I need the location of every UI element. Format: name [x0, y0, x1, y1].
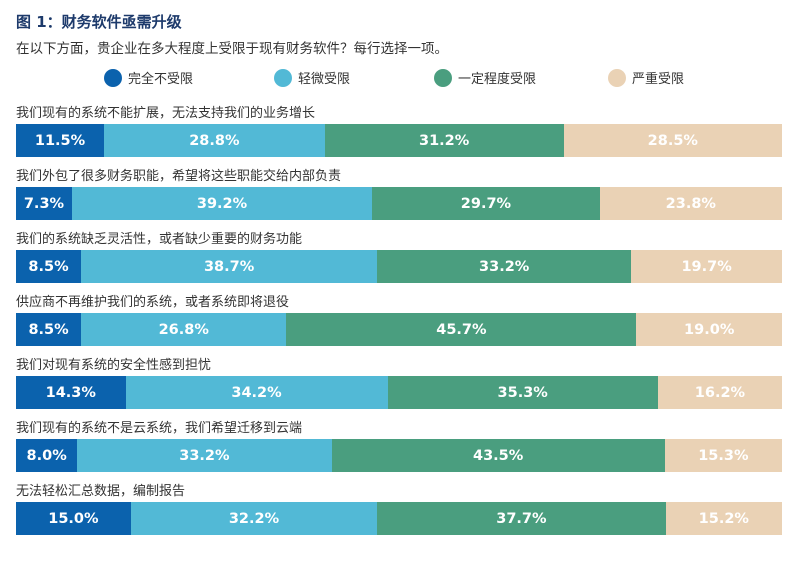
legend-item: 轻微受限 — [274, 68, 350, 87]
bar-segment: 23.8% — [599, 187, 782, 220]
category-label: 供应商不再维护我们的系统，或者系统即将退役 — [16, 295, 290, 310]
stacked-bar: 8.0% 33.2% 43.5% 15.3% — [16, 439, 782, 472]
data-label: 8.5% — [28, 321, 69, 338]
data-label: 19.0% — [684, 321, 735, 338]
data-label: 34.2% — [231, 384, 282, 401]
data-label: 8.5% — [28, 258, 69, 275]
bar-segment: 15.0% — [16, 502, 131, 535]
data-label: 32.2% — [228, 510, 280, 527]
category-label: 我们现有的系统不是云系统，我们希望迁移到云端 — [16, 421, 303, 436]
chart-title: 图 1：财务软件亟需升级 — [16, 13, 182, 31]
bar-segment: 11.5% — [16, 124, 105, 157]
data-label: 45.7% — [436, 321, 487, 338]
data-label: 43.5% — [473, 447, 524, 464]
stacked-bar: 8.5% 38.7% 33.2% 19.7% — [16, 250, 782, 283]
bar-segment: 32.2% — [130, 502, 378, 535]
data-label: 33.2% — [479, 258, 530, 275]
data-label: 19.7% — [681, 258, 732, 275]
legend-label: 轻微受限 — [298, 72, 351, 87]
bar-segment: 14.3% — [16, 376, 126, 409]
data-label: 35.3% — [497, 384, 548, 401]
legend-label: 严重受限 — [632, 72, 685, 87]
bar-segment: 33.2% — [377, 250, 632, 283]
data-label: 15.0% — [48, 510, 99, 527]
bar-segment: 15.2% — [665, 502, 782, 535]
stacked-bar: 11.5% 28.8% 31.2% 28.5% — [16, 124, 782, 157]
category-label: 无法轻松汇总数据，编制报告 — [16, 484, 186, 499]
bar-segment: 43.5% — [331, 439, 665, 472]
bar-segment: 19.0% — [636, 313, 782, 346]
bar-segment: 8.5% — [16, 313, 82, 346]
legend-item: 一定程度受限 — [434, 68, 536, 87]
legend-label: 完全不受限 — [128, 72, 194, 87]
legend-item: 完全不受限 — [104, 68, 193, 87]
bar-segment: 45.7% — [286, 313, 637, 346]
bar-segment: 38.7% — [81, 250, 378, 283]
bar-segment: 8.5% — [16, 250, 82, 283]
data-label: 7.3% — [23, 195, 65, 212]
legend-swatch — [104, 68, 122, 87]
stacked-bar: 7.3% 39.2% 29.7% 23.8% — [16, 187, 782, 220]
data-label: 15.3% — [698, 447, 749, 464]
bar-segment: 8.0% — [16, 439, 78, 472]
data-label: 33.2% — [179, 447, 230, 464]
category-label: 我们现有的系统不能扩展，无法支持我们的业务增长 — [16, 106, 316, 121]
bar-segment: 15.3% — [664, 439, 782, 472]
legend-item: 严重受限 — [608, 68, 684, 87]
stacked-bar: 8.5% 26.8% 45.7% 19.0% — [16, 313, 782, 346]
bar-segment: 35.3% — [387, 376, 658, 409]
legend-swatch — [608, 68, 626, 87]
data-label: 15.2% — [698, 510, 749, 527]
bar-segment: 29.7% — [372, 187, 600, 220]
bar-segment: 31.2% — [324, 124, 564, 157]
data-label: 29.7% — [460, 195, 512, 212]
category-label: 我们对现有系统的安全性感到担忧 — [16, 358, 212, 373]
data-label: 28.8% — [189, 132, 240, 149]
data-label: 37.7% — [496, 510, 547, 527]
legend-swatch — [434, 68, 452, 87]
category-label: 我们的系统缺乏灵活性，或者缺少重要的财务功能 — [16, 232, 303, 247]
bar-segment: 37.7% — [377, 502, 666, 535]
bar-segment: 19.7% — [631, 250, 782, 283]
category-label: 我们外包了很多财务职能，希望将这些职能交给内部负责 — [16, 169, 342, 184]
data-label: 14.3% — [45, 384, 96, 401]
data-label: 11.5% — [34, 132, 86, 149]
bar-segment: 28.5% — [563, 124, 782, 157]
data-label: 31.2% — [419, 132, 470, 149]
data-label: 23.8% — [665, 195, 716, 212]
legend-label: 一定程度受限 — [458, 72, 537, 87]
stacked-bar: 14.3% 34.2% 35.3% 16.2% — [16, 376, 782, 409]
bar-segment: 7.3% — [16, 187, 72, 220]
data-label: 38.7% — [203, 258, 255, 275]
data-label: 16.2% — [694, 384, 746, 401]
data-label: 26.8% — [158, 321, 209, 338]
bar-segment: 26.8% — [81, 313, 287, 346]
bar-segment: 16.2% — [657, 376, 782, 409]
data-label: 8.0% — [26, 447, 67, 464]
chart-subtitle: 在以下方面，贵企业在多大程度上受限于现有财务软件？每行选择一项。 — [16, 41, 448, 57]
legend-swatch — [274, 68, 292, 87]
bar-segment: 34.2% — [125, 376, 388, 409]
data-label: 39.2% — [196, 195, 248, 212]
bar-segment: 33.2% — [77, 439, 332, 472]
stacked-bar: 15.0% 32.2% 37.7% 15.2% — [16, 502, 782, 535]
bar-segment: 28.8% — [104, 124, 325, 157]
data-label: 28.5% — [647, 132, 698, 149]
bar-segment: 39.2% — [71, 187, 373, 220]
